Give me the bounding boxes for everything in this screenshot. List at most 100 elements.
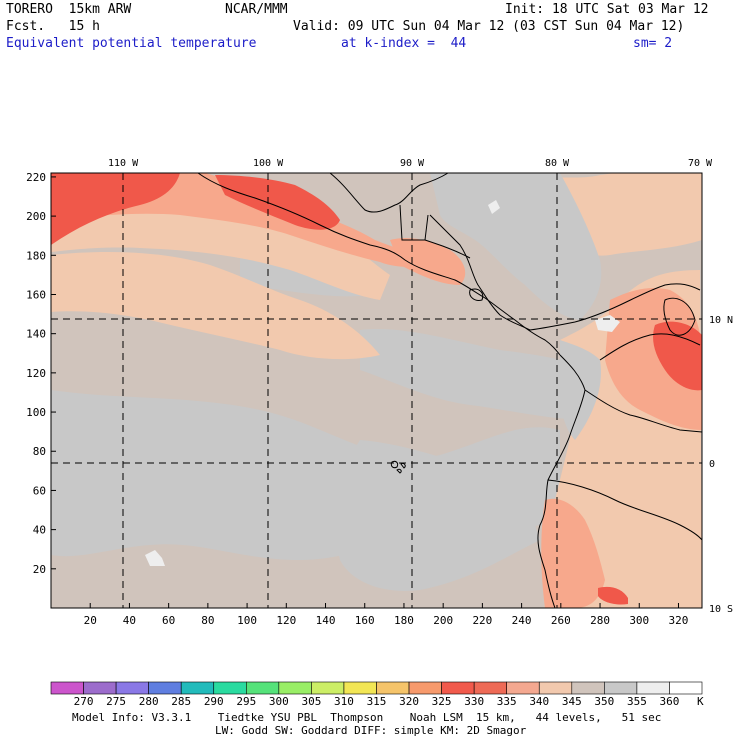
- white-patch: [488, 200, 500, 214]
- coastline-yucatan-caribbean: [329, 172, 449, 213]
- y-tick-label: 120: [26, 367, 46, 380]
- lon-label: 70 W: [688, 158, 713, 169]
- colorbar: 270 275 280 285 290 295 300 305 310 315 320 325 330 3…: [50, 681, 703, 708]
- lat-label: 10 S: [709, 604, 733, 615]
- x-tick-label: 260: [551, 614, 571, 627]
- colorbar-swatch: [473, 681, 507, 695]
- lon-label: 110 W: [108, 158, 139, 169]
- valid-time: Valid: 09 UTC Sun 04 Mar 12 (03 CST Sun …: [293, 19, 685, 34]
- smoothing-info: sm= 2: [633, 36, 673, 51]
- coastline-mexico-central-america: [197, 172, 561, 356]
- map-panel: 110 W 100 W 90 W 80 W 70 W 10 N 0 10 S 2…: [26, 158, 733, 627]
- lon-label: 90 W: [400, 158, 425, 169]
- colorbar-swatch: [604, 681, 638, 695]
- colorbar-swatch: [50, 681, 84, 695]
- colorbar-swatch: [636, 681, 670, 695]
- x-axis-ticks: 20 40 60 80 100 120 140 160 180 200 220 240 260 280 30…: [84, 603, 689, 627]
- lat-label: 0: [709, 459, 715, 470]
- salmon-region: [390, 238, 466, 285]
- x-tick-label: 120: [276, 614, 296, 627]
- ocean-cool-region: [60, 420, 180, 475]
- x-tick-label: 80: [201, 614, 214, 627]
- y-tick-label: 100: [26, 406, 46, 419]
- colorbar-swatch: [148, 681, 182, 695]
- lon-label: 100 W: [253, 158, 284, 169]
- y-tick-label: 40: [33, 524, 46, 537]
- colorbar-label: 340: [529, 695, 549, 708]
- x-tick-label: 300: [629, 614, 649, 627]
- colorbar-swatch: [278, 681, 312, 695]
- colorbar-label: 330: [464, 695, 484, 708]
- colorbar-swatch: [571, 681, 605, 695]
- colorbar-unit: K: [697, 695, 704, 708]
- forecast-hour: Fcst. 15 h: [6, 19, 100, 34]
- white-patch: [145, 550, 165, 566]
- white-patch: [595, 315, 620, 332]
- colorbar-label: 295: [236, 695, 256, 708]
- x-tick-label: 100: [237, 614, 257, 627]
- x-tick-label: 160: [355, 614, 375, 627]
- colorbar-label: 320: [399, 695, 419, 708]
- colorbar-label: 280: [139, 695, 159, 708]
- colorbar-label: 290: [204, 695, 224, 708]
- y-tick-label: 200: [26, 210, 46, 223]
- y-tick-label: 160: [26, 288, 46, 301]
- country-border: [424, 239, 471, 259]
- country-border: [399, 204, 429, 241]
- colorbar-swatch: [83, 681, 117, 695]
- colorbar-swatch: [441, 681, 475, 695]
- ocean-cool-region: [360, 329, 590, 420]
- red-region: [598, 586, 628, 605]
- level-info: at k-index = 44: [341, 36, 467, 51]
- colorbar-label: 315: [367, 695, 387, 708]
- country-border: [584, 389, 703, 433]
- y-tick-label: 180: [26, 249, 46, 262]
- colorbar-swatch: [376, 681, 410, 695]
- graticule: [51, 173, 702, 608]
- peach-region: [51, 197, 390, 300]
- colorbar-swatch: [343, 681, 377, 695]
- colorbar-label: 335: [497, 695, 517, 708]
- land-cool-region: [430, 173, 602, 320]
- x-tick-label: 220: [472, 614, 492, 627]
- peach-region: [51, 252, 380, 360]
- x-tick-label: 200: [433, 614, 453, 627]
- island-outline: [663, 297, 696, 336]
- model-name: TORERO 15km ARW: [6, 2, 132, 17]
- x-tick-label: 180: [394, 614, 414, 627]
- island-galapagos: [390, 460, 406, 474]
- colorbar-swatch: [180, 681, 215, 695]
- colorbar-label: 305: [301, 695, 321, 708]
- y-axis-ticks: 20 40 60 80 100 120 140 160 180 200 220: [26, 171, 56, 576]
- red-region: [215, 175, 340, 230]
- x-tick-label: 320: [669, 614, 689, 627]
- x-tick-label: 40: [123, 614, 136, 627]
- map-frame: [50, 172, 703, 609]
- y-tick-label: 60: [33, 484, 46, 497]
- colorbar-label: 275: [106, 695, 126, 708]
- island-outline: [469, 288, 484, 301]
- red-region: [51, 173, 180, 245]
- red-region: [653, 321, 702, 391]
- colorbar-label: 360: [660, 695, 680, 708]
- y-tick-label: 80: [33, 445, 46, 458]
- x-tick-label: 240: [512, 614, 532, 627]
- colorbar-swatch: [669, 681, 703, 695]
- coastlines: [197, 172, 703, 609]
- colorbar-label: 285: [171, 695, 191, 708]
- org-name: NCAR/MMM: [225, 2, 288, 17]
- colorbar-label: 300: [269, 695, 289, 708]
- coastline-south-america-north: [574, 283, 701, 323]
- x-tick-label: 140: [316, 614, 336, 627]
- model-info-line1: Model Info: V3.3.1 Tiedtke YSU PBL Thomp…: [72, 711, 662, 724]
- field-name: Equivalent potential temperature: [6, 36, 257, 51]
- init-time: Init: 18 UTC Sat 03 Mar 12: [505, 2, 709, 17]
- colorbar-label: 325: [432, 695, 452, 708]
- ocean-cool-region: [336, 440, 540, 591]
- x-tick-label: 280: [590, 614, 610, 627]
- lon-label: 80 W: [545, 158, 570, 169]
- colorbar-swatch: [408, 681, 442, 695]
- x-tick-label: 20: [84, 614, 97, 627]
- colorbar-label: 345: [562, 695, 582, 708]
- colorbar-label: 355: [627, 695, 647, 708]
